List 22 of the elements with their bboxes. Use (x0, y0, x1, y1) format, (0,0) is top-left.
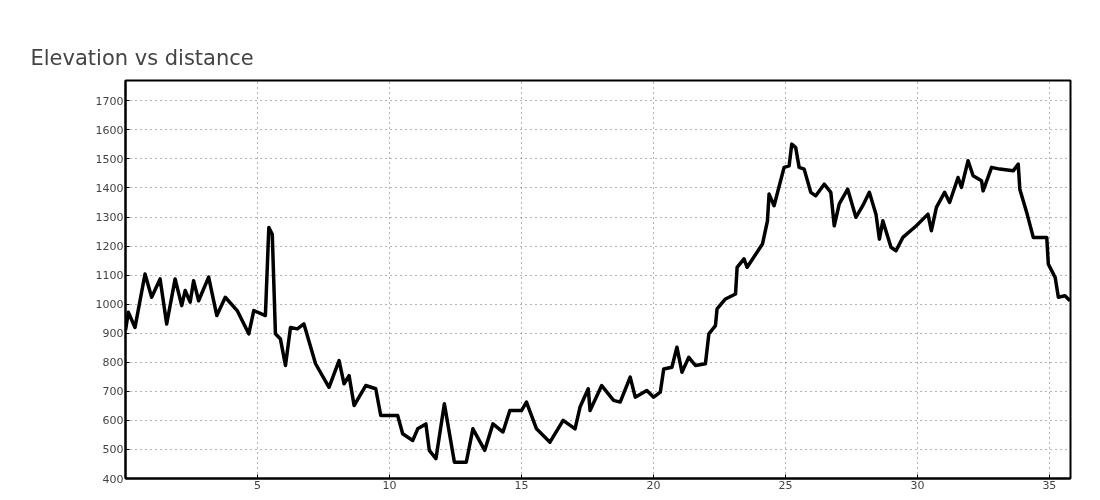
x-tick-label: 15 (514, 478, 529, 492)
x-tick-label: 25 (778, 478, 793, 492)
y-tick-label: 1500 (95, 152, 124, 166)
y-tick-label: 400 (102, 472, 124, 486)
y-tick-label: 700 (102, 385, 124, 399)
x-tick-label: 5 (253, 478, 261, 492)
y-tick-label: 1400 (95, 181, 124, 195)
y-tick-label: 1300 (95, 211, 124, 225)
y-tick-label: 1200 (95, 240, 124, 254)
y-tick-label: 1100 (95, 269, 124, 283)
chart-title: Elevation vs distance (30, 45, 254, 70)
x-tick-label: 10 (382, 478, 397, 492)
y-tick-label: 600 (102, 414, 124, 428)
x-tick-label: 30 (910, 478, 925, 492)
y-tick-label: 800 (102, 356, 124, 370)
y-tick-label: 500 (102, 443, 124, 457)
x-tick-label: 20 (646, 478, 661, 492)
y-tick-label: 1000 (95, 298, 124, 312)
y-tick-label: 900 (102, 327, 124, 341)
y-tick-label: 1600 (95, 123, 124, 137)
x-tick-label: 35 (1042, 478, 1057, 492)
y-tick-label: 1700 (95, 94, 124, 108)
